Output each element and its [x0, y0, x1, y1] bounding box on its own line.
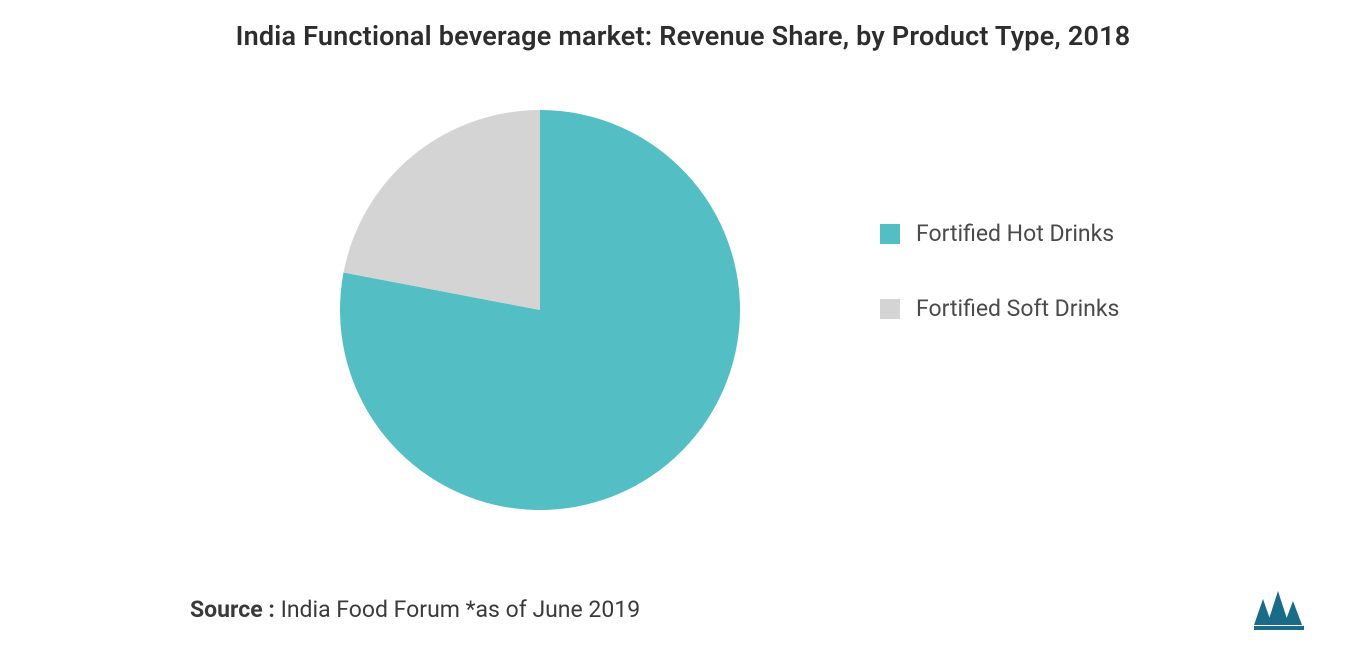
pie-chart — [320, 80, 760, 540]
chart-title: India Functional beverage market: Revenu… — [0, 20, 1366, 52]
pie-svg — [340, 110, 740, 510]
source-text: India Food Forum *as of June 2019 — [281, 596, 641, 623]
legend-swatch-icon — [880, 224, 900, 244]
chart-container: India Functional beverage market: Revenu… — [0, 0, 1366, 655]
source-attribution: Source : India Food Forum *as of June 20… — [190, 596, 640, 623]
legend-label: Fortified Soft Drinks — [916, 295, 1119, 322]
legend: Fortified Hot Drinks Fortified Soft Drin… — [880, 220, 1119, 322]
mordor-intelligence-logo-icon — [1254, 587, 1326, 631]
legend-item-hot-drinks: Fortified Hot Drinks — [880, 220, 1119, 247]
legend-item-soft-drinks: Fortified Soft Drinks — [880, 295, 1119, 322]
legend-swatch-icon — [880, 299, 900, 319]
source-label: Source : — [190, 596, 275, 623]
legend-label: Fortified Hot Drinks — [916, 220, 1114, 247]
